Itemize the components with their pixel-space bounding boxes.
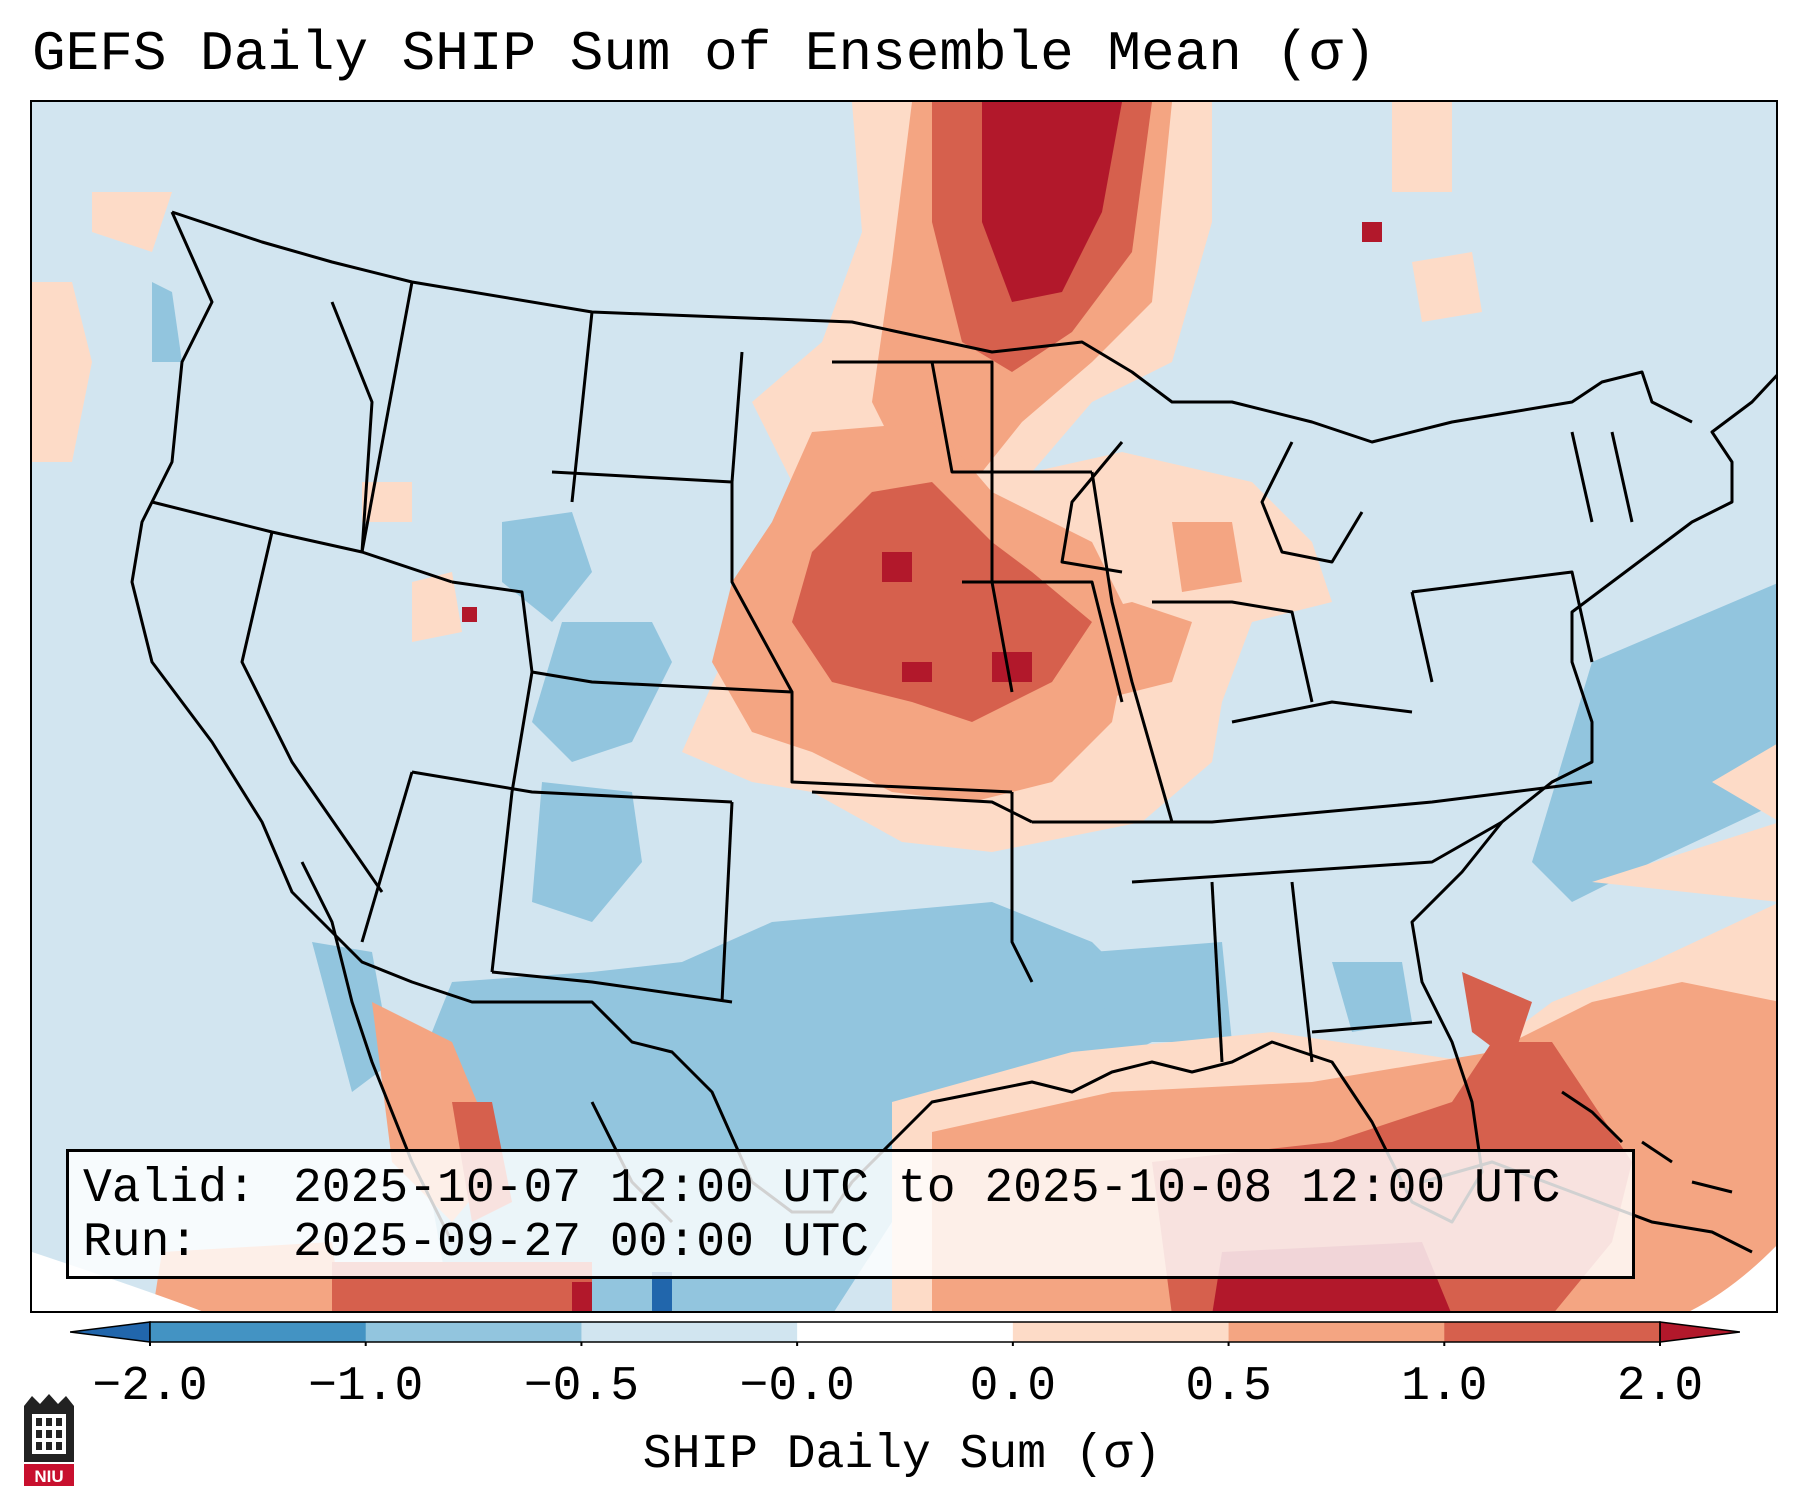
colorbar-tick-label: 0.5	[1185, 1360, 1272, 1414]
colorbar-segment	[797, 1322, 1014, 1342]
colorbar-tick-label: −0.5	[523, 1360, 640, 1414]
valid-label: Valid:	[83, 1162, 256, 1216]
colorbar-tick-label: −0.0	[739, 1360, 855, 1414]
colorbar-segment	[581, 1322, 798, 1342]
valid-value: 2025-10-07 12:00 UTC to 2025-10-08 12:00…	[293, 1162, 1561, 1216]
colorbar	[70, 1321, 1740, 1346]
anomaly-map	[32, 102, 1776, 1311]
run-label: Run:	[83, 1216, 199, 1270]
colorbar-tick-label: 1.0	[1401, 1360, 1488, 1414]
run-value: 2025-09-27 00:00 UTC	[293, 1216, 870, 1270]
chart-title: GEFS Daily SHIP Sum of Ensemble Mean (σ)	[32, 22, 1377, 86]
colorbar-tick-label: 2.0	[1616, 1360, 1704, 1414]
map-panel: Valid: 2025-10-07 12:00 UTC to 2025-10-08…	[30, 100, 1778, 1313]
colorbar-segment	[365, 1322, 582, 1342]
colorbar-segment	[150, 1322, 367, 1342]
geographic-outlines	[130, 210, 1776, 1224]
colorbar-label: SHIP Daily Sum (σ)	[642, 1428, 1162, 1482]
svg-text:NIU: NIU	[34, 1467, 63, 1486]
projection-edge-right	[1690, 1246, 1776, 1311]
colorbar-segment	[1012, 1322, 1230, 1342]
colorbar-segment	[1228, 1322, 1445, 1342]
colorbar-tick-label: 0.0	[969, 1360, 1057, 1414]
valid-time-box: Valid: 2025-10-07 12:00 UTC to 2025-10-08…	[66, 1149, 1635, 1279]
colorbar-tick-label: −1.0	[308, 1360, 424, 1414]
niu-logo-icon: NIU	[24, 1394, 74, 1486]
colorbar-segment	[1444, 1322, 1661, 1342]
colorbar-extend-low	[70, 1321, 151, 1343]
colorbar-tick-label: −2.0	[92, 1360, 208, 1414]
deep-blue-cell	[652, 1272, 672, 1311]
colorbar-extend-high	[1659, 1321, 1740, 1343]
